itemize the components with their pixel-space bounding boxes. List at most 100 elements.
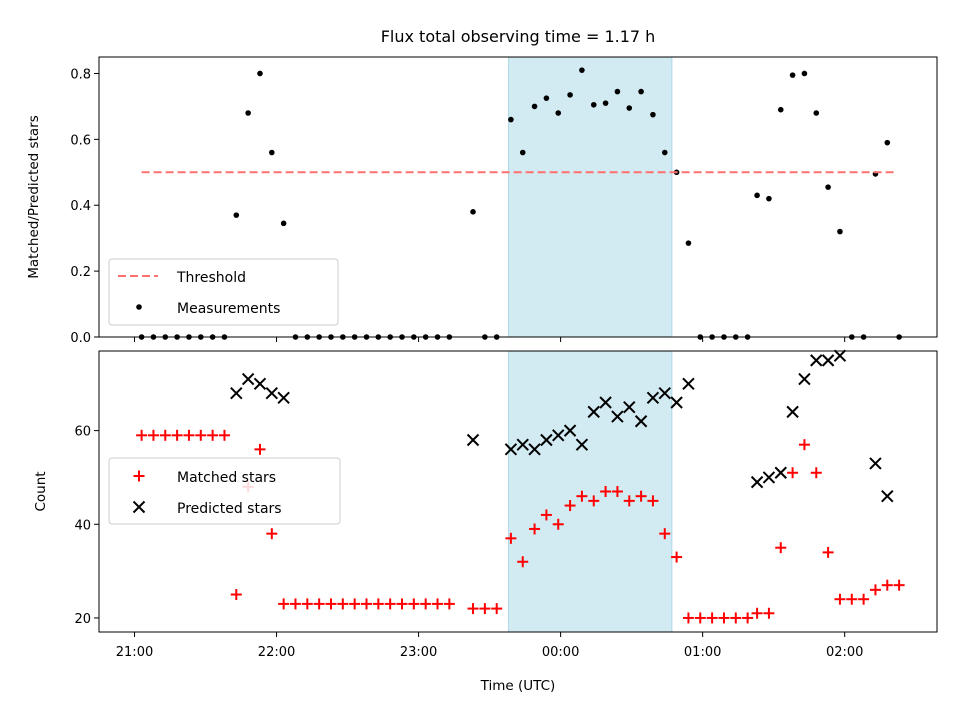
matched-star-point [218, 429, 230, 441]
axes-frame-top [98, 56, 938, 338]
matched-star-point [682, 612, 694, 624]
predicted-star-point [869, 457, 882, 470]
legend-measurements-symbol [136, 304, 142, 310]
measurement-point [766, 195, 772, 202]
measurement-point [543, 95, 550, 101]
y-ticks-bottom: 20 40 60 [74, 425, 99, 627]
matched-star-point [576, 490, 588, 502]
matched-star-point [159, 429, 171, 441]
measurement-point [801, 70, 808, 77]
matched-star-point [869, 584, 881, 596]
predicted-star-point [774, 466, 787, 479]
measurement-point [884, 139, 891, 146]
matched-star-point [694, 612, 706, 624]
matched-star-point [278, 598, 290, 610]
matched-star-point [337, 598, 349, 610]
legend-box-top [108, 258, 339, 326]
matched-star-point [858, 593, 870, 605]
measurement-point [245, 110, 251, 116]
measurement-point [555, 110, 562, 116]
matched-star-point [443, 598, 455, 610]
matched-star-point [647, 495, 659, 507]
y-top-tick-label: 0.4 [70, 199, 91, 214]
chart-title: Flux total observing time = 1.17 h [381, 27, 656, 46]
x-tick-label: 02:00 [826, 645, 863, 660]
matched-star-point [136, 429, 148, 441]
highlight-span-bottom [508, 350, 673, 633]
predicted-star-point [241, 372, 255, 386]
predicted-star-point [587, 405, 600, 419]
matched-star-point [893, 579, 905, 591]
y-ticks-top: 0.0 0.2 0.4 0.6 0.8 [70, 67, 99, 346]
legend-bottom: Matched stars Predicted stars [108, 457, 341, 525]
predicted-star-point [466, 433, 480, 447]
y-bottom-tick-label: 40 [74, 518, 91, 533]
matched-star-point [360, 598, 372, 610]
legend-cross-marker [132, 500, 146, 514]
matched-star-point [881, 579, 893, 591]
matched-star-point [384, 598, 396, 610]
predicted-star-point [623, 400, 636, 414]
predicted-star-point [563, 424, 577, 437]
measurement-point [813, 110, 820, 116]
matched-star-point [834, 593, 846, 605]
predicted-star-point [634, 415, 648, 428]
predicted-star-point [552, 429, 565, 442]
predicted-star-point [881, 489, 894, 503]
measurement-point [579, 67, 585, 73]
x-tick-label: 00:00 [542, 645, 579, 660]
matched-star-point [763, 607, 775, 619]
predicted-star-point [750, 475, 764, 489]
matched-star-point [289, 598, 301, 610]
measurement-point [470, 209, 476, 215]
matched-star-point [491, 603, 503, 615]
matched-star-point [822, 546, 834, 558]
matched-star-point [846, 593, 858, 605]
measurement-point [269, 149, 275, 156]
matched-star-point [588, 495, 600, 507]
matched-star-point [396, 598, 408, 610]
predicted-star-point [599, 396, 612, 409]
legend-box-bottom [108, 457, 341, 525]
predicted-star-point [230, 386, 243, 400]
axes-frame-bottom [98, 350, 938, 633]
y-bottom-tick-label: 20 [74, 612, 91, 627]
legend-top: Threshold Measurements [108, 258, 339, 326]
predicted-star-point [670, 396, 683, 409]
predicted-star-point [658, 386, 671, 400]
measurement-point [257, 70, 263, 77]
predicted-star-point [798, 372, 811, 386]
measurement-point [777, 106, 784, 113]
matched-star-point [147, 429, 159, 441]
matched-star-point [787, 467, 799, 479]
matched-star-point [600, 486, 612, 497]
legend-plus-marker [133, 470, 145, 482]
legend-matched-label: Matched stars [177, 470, 276, 486]
matched-star-point [611, 486, 623, 497]
matched-star-point [171, 429, 183, 441]
measurement-point [567, 92, 573, 98]
matched-star-point [718, 612, 730, 624]
predicted-star-point [516, 438, 529, 451]
predicted-star-point [265, 386, 279, 400]
predicted-star-point [762, 471, 776, 484]
matched-star-point [325, 598, 337, 610]
measurement-point [519, 149, 526, 156]
matched-star-point [313, 598, 325, 610]
measurement-point [233, 212, 240, 218]
measurement-point [614, 88, 621, 95]
predicted-star-point [682, 377, 695, 390]
x-tick-label: 23:00 [400, 645, 437, 660]
matched-star-point [266, 528, 278, 540]
matched-star-point [372, 598, 384, 610]
matched-star-point [467, 603, 479, 615]
predicted-star-point [504, 443, 518, 456]
x-ticks-top [134, 337, 846, 342]
matched-star-point [540, 509, 552, 521]
x-tick-label: 22:00 [258, 645, 295, 660]
measurement-point [661, 149, 668, 156]
y-axis-label-top: Matched/Predicted stars [26, 115, 42, 278]
measurement-point [837, 228, 843, 235]
measurement-point [590, 101, 597, 108]
